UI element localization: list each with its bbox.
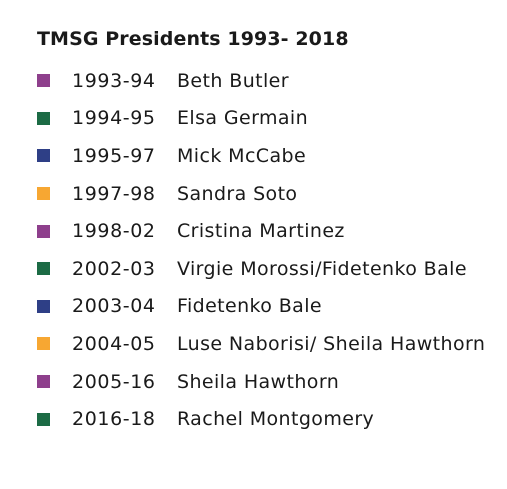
president-name: Elsa Germain: [177, 107, 309, 130]
page-title: TMSG Presidents 1993- 2018: [37, 28, 349, 50]
term-years: 1997-98: [72, 182, 156, 205]
president-name: Mick McCabe: [177, 144, 307, 167]
color-swatch: [37, 149, 50, 163]
term-years: 2003-04: [72, 295, 156, 318]
president-name: Virgie Morossi/Fidetenko Bale: [177, 257, 467, 280]
list-item: 1994-95 Elsa Germain: [37, 100, 485, 138]
color-swatch: [37, 337, 50, 351]
list-item: 2003-04 Fidetenko Bale: [37, 288, 485, 326]
president-name: Beth Butler: [177, 69, 289, 92]
president-name: Fidetenko Bale: [177, 295, 322, 318]
list-item: 1998-02 Cristina Martinez: [37, 212, 485, 250]
president-name: Luse Naborisi/ Sheila Hawthorn: [177, 332, 486, 355]
color-swatch: [37, 412, 50, 426]
color-swatch: [37, 262, 50, 276]
term-years: 2004-05: [72, 332, 156, 355]
term-years: 1993-94: [72, 69, 156, 92]
color-swatch: [37, 375, 50, 389]
term-years: 1994-95: [72, 107, 156, 130]
color-swatch: [37, 187, 50, 201]
list-item: 2002-03 Virgie Morossi/Fidetenko Bale: [37, 250, 485, 288]
presidents-list: 1993-94 Beth Butler 1994-95 Elsa Germain…: [37, 62, 485, 438]
term-years: 1998-02: [72, 220, 156, 243]
term-years: 2016-18: [72, 408, 156, 431]
list-item: 1997-98 Sandra Soto: [37, 175, 485, 213]
color-swatch: [37, 74, 50, 88]
term-years: 2002-03: [72, 257, 156, 280]
list-item: 2005-16 Sheila Hawthorn: [37, 363, 485, 401]
list-item: 1993-94 Beth Butler: [37, 62, 485, 100]
list-item: 2016-18 Rachel Montgomery: [37, 400, 485, 438]
color-swatch: [37, 224, 50, 238]
list-item: 1995-97 Mick McCabe: [37, 137, 485, 175]
president-name: Sheila Hawthorn: [177, 370, 340, 393]
president-name: Cristina Martinez: [177, 220, 345, 243]
president-name: Rachel Montgomery: [177, 408, 375, 431]
list-item: 2004-05 Luse Naborisi/ Sheila Hawthorn: [37, 325, 485, 363]
term-years: 1995-97: [72, 144, 156, 167]
color-swatch: [37, 111, 50, 125]
term-years: 2005-16: [72, 370, 156, 393]
color-swatch: [37, 299, 50, 313]
president-name: Sandra Soto: [177, 182, 298, 205]
